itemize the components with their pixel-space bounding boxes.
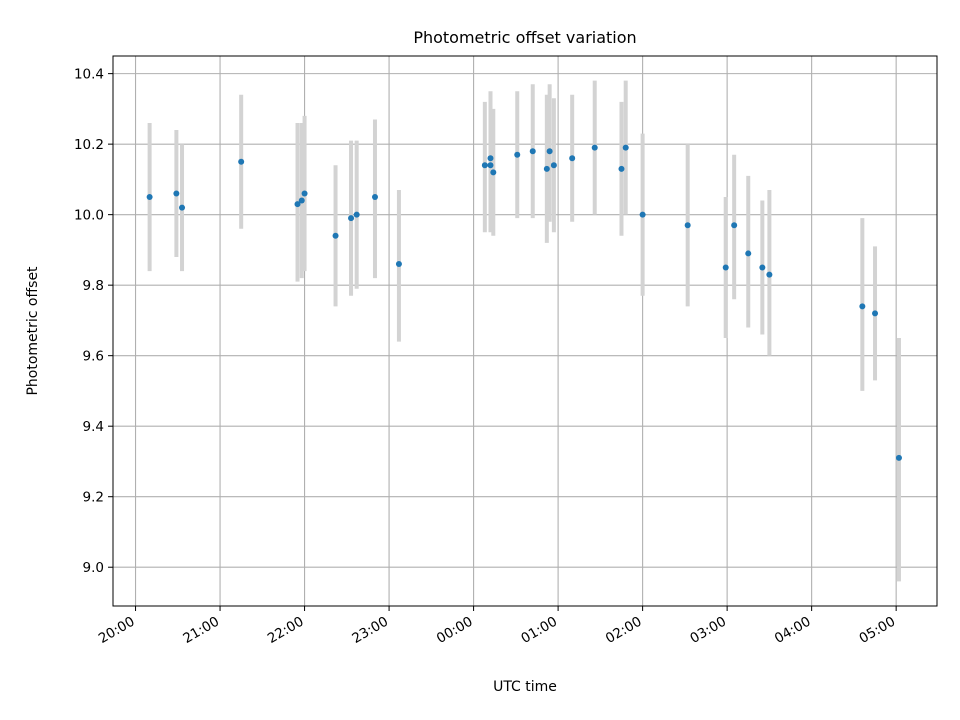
data-point [395, 261, 402, 268]
data-point [371, 194, 378, 201]
data-point [487, 162, 494, 169]
y-tick-label: 9.2 [83, 490, 104, 506]
data-point [481, 162, 488, 169]
data-point [529, 148, 536, 155]
data-point [487, 155, 494, 162]
data-point [895, 454, 902, 461]
y-tick-label: 9.8 [83, 278, 104, 294]
data-point [298, 197, 305, 204]
data-point [550, 162, 557, 169]
data-point [759, 264, 766, 271]
y-tick-label: 9.4 [83, 419, 104, 435]
data-point [591, 144, 598, 151]
data-point [722, 264, 729, 271]
data-point [238, 158, 245, 165]
y-tick-label: 10.4 [74, 67, 104, 83]
data-point [569, 155, 576, 162]
y-tick-label: 9.6 [83, 349, 104, 365]
plot-area [113, 56, 937, 606]
data-point [546, 148, 553, 155]
y-tick-label: 9.0 [83, 560, 104, 576]
data-point [332, 232, 339, 239]
data-point [618, 165, 625, 172]
data-point [543, 165, 550, 172]
y-axis: 9.0 9.2 9.4 9.6 9.8 10.0 10.2 10.4 [74, 67, 113, 576]
y-tick-label: 10.0 [74, 208, 104, 224]
chart-title: Photometric offset variation [413, 28, 636, 47]
data-point [353, 211, 360, 218]
data-point [766, 271, 773, 278]
data-point [639, 211, 646, 218]
data-point [301, 190, 308, 197]
y-axis-label: Photometric offset [25, 266, 41, 396]
data-points [146, 144, 902, 461]
data-point [684, 222, 691, 229]
plot-frame [112, 55, 938, 607]
data-point [731, 222, 738, 229]
data-point [859, 303, 866, 310]
data-point [294, 201, 301, 208]
data-point [514, 151, 521, 158]
data-point [745, 250, 752, 257]
data-point [348, 215, 355, 222]
data-point [146, 194, 153, 201]
data-point [622, 144, 629, 151]
data-point [490, 169, 497, 176]
data-point [179, 204, 186, 211]
data-point [173, 190, 180, 197]
x-axis-label: UTC time [493, 679, 557, 695]
y-tick-label: 10.2 [74, 137, 104, 153]
data-point [872, 310, 879, 317]
